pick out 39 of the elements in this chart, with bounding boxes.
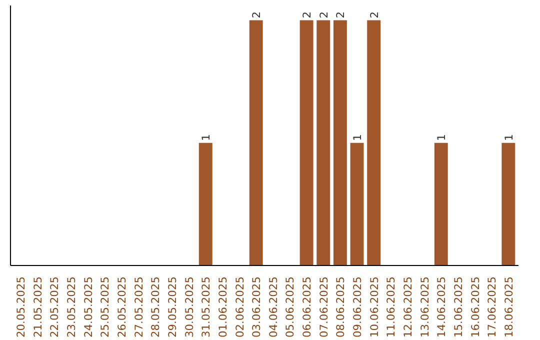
x-tick-label: 08.06.2025 bbox=[334, 276, 348, 338]
x-tick-label: 02.06.2025 bbox=[233, 276, 246, 338]
x-tick-label: 23.05.2025 bbox=[65, 276, 78, 338]
x-tick-label: 16.06.2025 bbox=[468, 276, 482, 338]
x-tick-label: 18.06.2025 bbox=[502, 276, 516, 338]
data-label: 1 bbox=[200, 134, 213, 141]
x-tick-label: 22.05.2025 bbox=[48, 276, 62, 338]
x-tick-label: 03.06.2025 bbox=[250, 276, 264, 338]
x-tick-label: 14.06.2025 bbox=[435, 276, 448, 338]
x-tick-label: 10.06.2025 bbox=[368, 276, 381, 338]
x-tick-label: 25.05.2025 bbox=[98, 276, 112, 338]
x-tick-label: 01.06.2025 bbox=[216, 276, 230, 338]
data-label: 1 bbox=[351, 134, 364, 141]
x-tick-label: 24.05.2025 bbox=[82, 276, 95, 338]
data-label: 2 bbox=[334, 11, 348, 18]
x-tick-label: 21.05.2025 bbox=[31, 276, 44, 338]
data-label: 1 bbox=[435, 134, 448, 141]
x-tick-label: 06.06.2025 bbox=[300, 276, 314, 338]
x-tick-label: 15.06.2025 bbox=[452, 276, 465, 338]
x-tick-label: 17.06.2025 bbox=[486, 276, 499, 338]
x-tick-label: 20.05.2025 bbox=[14, 276, 28, 338]
x-tick-label: 11.06.2025 bbox=[384, 276, 398, 338]
x-tick-label: 27.05.2025 bbox=[132, 276, 146, 338]
data-label: 2 bbox=[300, 11, 314, 18]
x-tick-label: 07.06.2025 bbox=[317, 276, 330, 338]
data-label: 2 bbox=[317, 11, 330, 18]
x-tick-label: 04.06.2025 bbox=[266, 276, 280, 338]
x-tick-label: 29.05.2025 bbox=[166, 276, 179, 338]
data-label: 2 bbox=[368, 11, 381, 18]
x-tick-label: 05.06.2025 bbox=[284, 276, 297, 338]
x-tick-label: 09.06.2025 bbox=[351, 276, 364, 338]
data-label: 2 bbox=[250, 11, 264, 18]
x-tick-label: 30.05.2025 bbox=[182, 276, 196, 338]
data-label: 1 bbox=[502, 134, 516, 141]
x-tick-label: 13.06.2025 bbox=[418, 276, 432, 338]
x-tick-label: 31.05.2025 bbox=[200, 276, 213, 338]
x-tick-label: 28.05.2025 bbox=[149, 276, 162, 338]
x-tick-label: 26.05.2025 bbox=[116, 276, 129, 338]
x-tick-label: 12.06.2025 bbox=[401, 276, 414, 338]
